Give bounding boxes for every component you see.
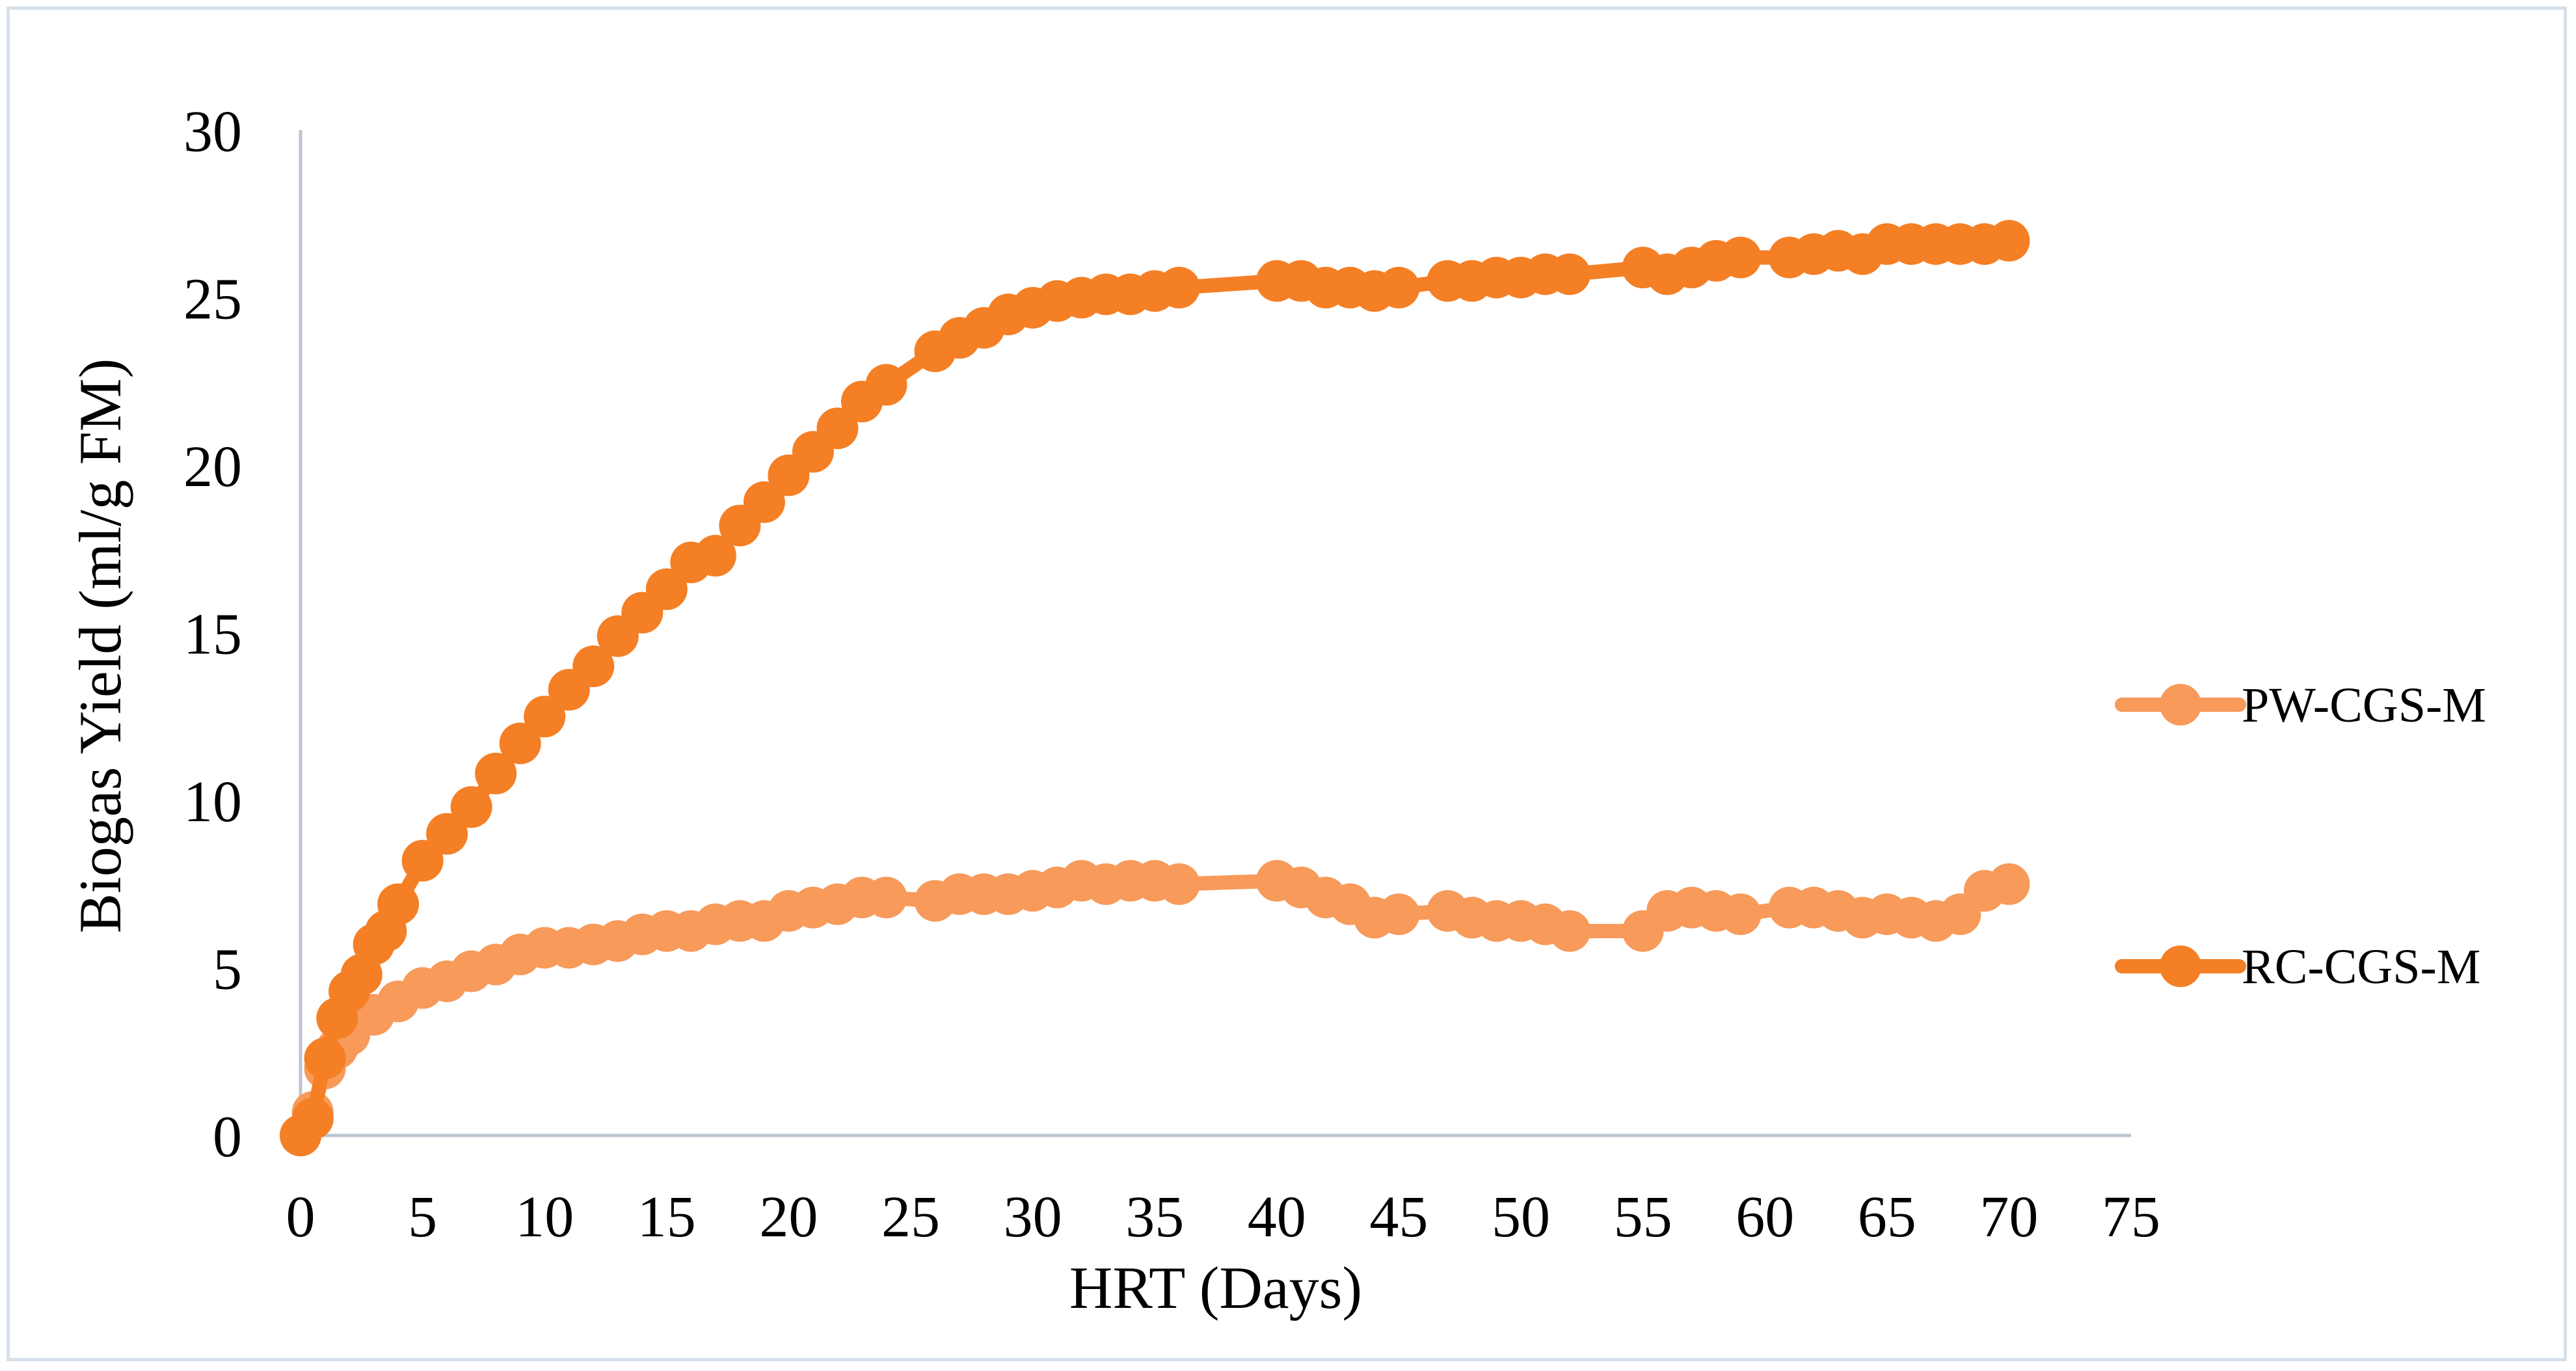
legend-label: RC-CGS-M (2242, 940, 2480, 994)
data-point (475, 752, 517, 794)
y-axis-title: Biogas Yield (ml/g FM) (67, 359, 133, 933)
data-point (377, 883, 420, 925)
x-tick-label: 25 (881, 1185, 940, 1249)
data-point (1988, 219, 2030, 262)
legend-entry: RC-CGS-M (2115, 940, 2480, 994)
data-point (816, 407, 859, 450)
legend: PW-CGS-M RC-CGS-M (2115, 678, 2486, 994)
x-axis-title: HRT (Days) (1069, 1255, 1362, 1321)
series-pw-cgs-m (280, 860, 2030, 1156)
data-point (1158, 863, 1200, 905)
x-tick-label: 30 (1004, 1185, 1062, 1249)
data-point (426, 813, 468, 855)
x-tick-label: 40 (1248, 1185, 1306, 1249)
x-tick-label: 35 (1125, 1185, 1184, 1249)
data-point (401, 839, 444, 882)
data-point (1549, 910, 1591, 952)
data-point (865, 876, 907, 919)
y-tick-label: 5 (213, 938, 242, 1002)
series-layer (280, 219, 2030, 1156)
x-tick-label: 0 (286, 1185, 315, 1249)
data-point (1719, 236, 1762, 278)
axes (299, 130, 2131, 1137)
x-tick-label: 70 (1979, 1185, 2038, 1249)
y-tick-label: 20 (183, 435, 242, 499)
data-point (450, 786, 492, 828)
data-point (1549, 253, 1591, 295)
data-point (304, 1037, 346, 1079)
data-point (524, 696, 566, 738)
data-point (694, 535, 736, 577)
y-tick-label: 25 (183, 267, 242, 332)
data-point (499, 722, 541, 765)
x-tick-labels: 0 5 10 15 20 25 30 35 40 45 50 55 60 65 70 75 (286, 1185, 2161, 1249)
x-tick-label: 20 (759, 1185, 818, 1249)
data-point (1378, 893, 1420, 936)
x-tick-label: 65 (1858, 1185, 1916, 1249)
legend-label: PW-CGS-M (2242, 678, 2486, 733)
y-tick-label: 10 (183, 770, 242, 834)
data-point (1378, 267, 1420, 309)
data-point (743, 481, 785, 523)
x-tick-label: 45 (1369, 1185, 1428, 1249)
y-tick-label: 15 (183, 603, 242, 667)
data-point (572, 645, 615, 687)
legend-marker-swatch (2160, 945, 2201, 987)
legend-entry: PW-CGS-M (2115, 678, 2486, 733)
data-point (291, 1098, 334, 1140)
x-tick-label: 50 (1492, 1185, 1550, 1249)
x-tick-label: 15 (637, 1185, 696, 1249)
series-rc-cgs-m (280, 219, 2030, 1156)
data-point (1158, 267, 1200, 309)
x-tick-label: 5 (408, 1185, 437, 1249)
x-tick-label: 55 (1614, 1185, 1672, 1249)
data-point (1719, 893, 1762, 936)
data-point (645, 568, 688, 610)
data-point (865, 364, 907, 406)
y-tick-label: 30 (183, 100, 242, 164)
x-tick-label: 75 (2102, 1185, 2160, 1249)
x-tick-label: 60 (1736, 1185, 1794, 1249)
x-tick-label: 10 (515, 1185, 574, 1249)
y-tick-label: 0 (213, 1105, 242, 1169)
data-point (1988, 863, 2030, 905)
legend-marker-swatch (2160, 684, 2201, 726)
y-tick-labels: 0 5 10 15 20 25 30 (183, 100, 242, 1169)
